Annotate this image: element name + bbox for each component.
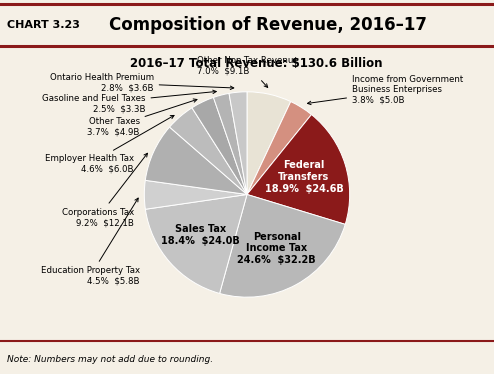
Text: Sales Tax
18.4%  $24.0B: Sales Tax 18.4% $24.0B [162,224,240,246]
Text: Other Taxes
3.7%  $4.9B: Other Taxes 3.7% $4.9B [87,99,197,137]
Wedge shape [145,127,247,194]
Wedge shape [144,180,247,209]
Text: Gasoline and Fuel Taxes
2.5%  $3.3B: Gasoline and Fuel Taxes 2.5% $3.3B [42,90,216,113]
Text: 2016–17 Total Revenue: $130.6 Billion: 2016–17 Total Revenue: $130.6 Billion [130,56,382,70]
Wedge shape [145,194,247,294]
Text: Personal
Income Tax
24.6%  $32.2B: Personal Income Tax 24.6% $32.2B [238,232,316,265]
Wedge shape [192,98,247,194]
Text: Corporations Tax
9.2%  $12.1B: Corporations Tax 9.2% $12.1B [62,153,147,227]
Wedge shape [247,92,291,194]
Wedge shape [220,194,345,297]
Text: Income from Government
Business Enterprises
3.8%  $5.0B: Income from Government Business Enterpri… [307,74,463,105]
Text: CHART 3.23: CHART 3.23 [7,20,81,30]
Wedge shape [229,92,247,194]
Text: Composition of Revenue, 2016–17: Composition of Revenue, 2016–17 [109,16,427,34]
Text: Federal
Transfers
18.9%  $24.6B: Federal Transfers 18.9% $24.6B [265,160,343,194]
Text: Ontario Health Premium
2.8%  $3.6B: Ontario Health Premium 2.8% $3.6B [49,73,234,92]
Wedge shape [213,94,247,194]
Text: Other Non-Tax Revenue
7.0%  $9.1B: Other Non-Tax Revenue 7.0% $9.1B [197,56,299,88]
Text: Education Property Tax
4.5%  $5.8B: Education Property Tax 4.5% $5.8B [41,198,140,286]
Text: Employer Health Tax
4.6%  $6.0B: Employer Health Tax 4.6% $6.0B [44,116,174,174]
Wedge shape [247,102,311,194]
Wedge shape [169,108,247,194]
Wedge shape [247,114,350,224]
Text: Note: Numbers may not add due to rounding.: Note: Numbers may not add due to roundin… [7,355,213,364]
